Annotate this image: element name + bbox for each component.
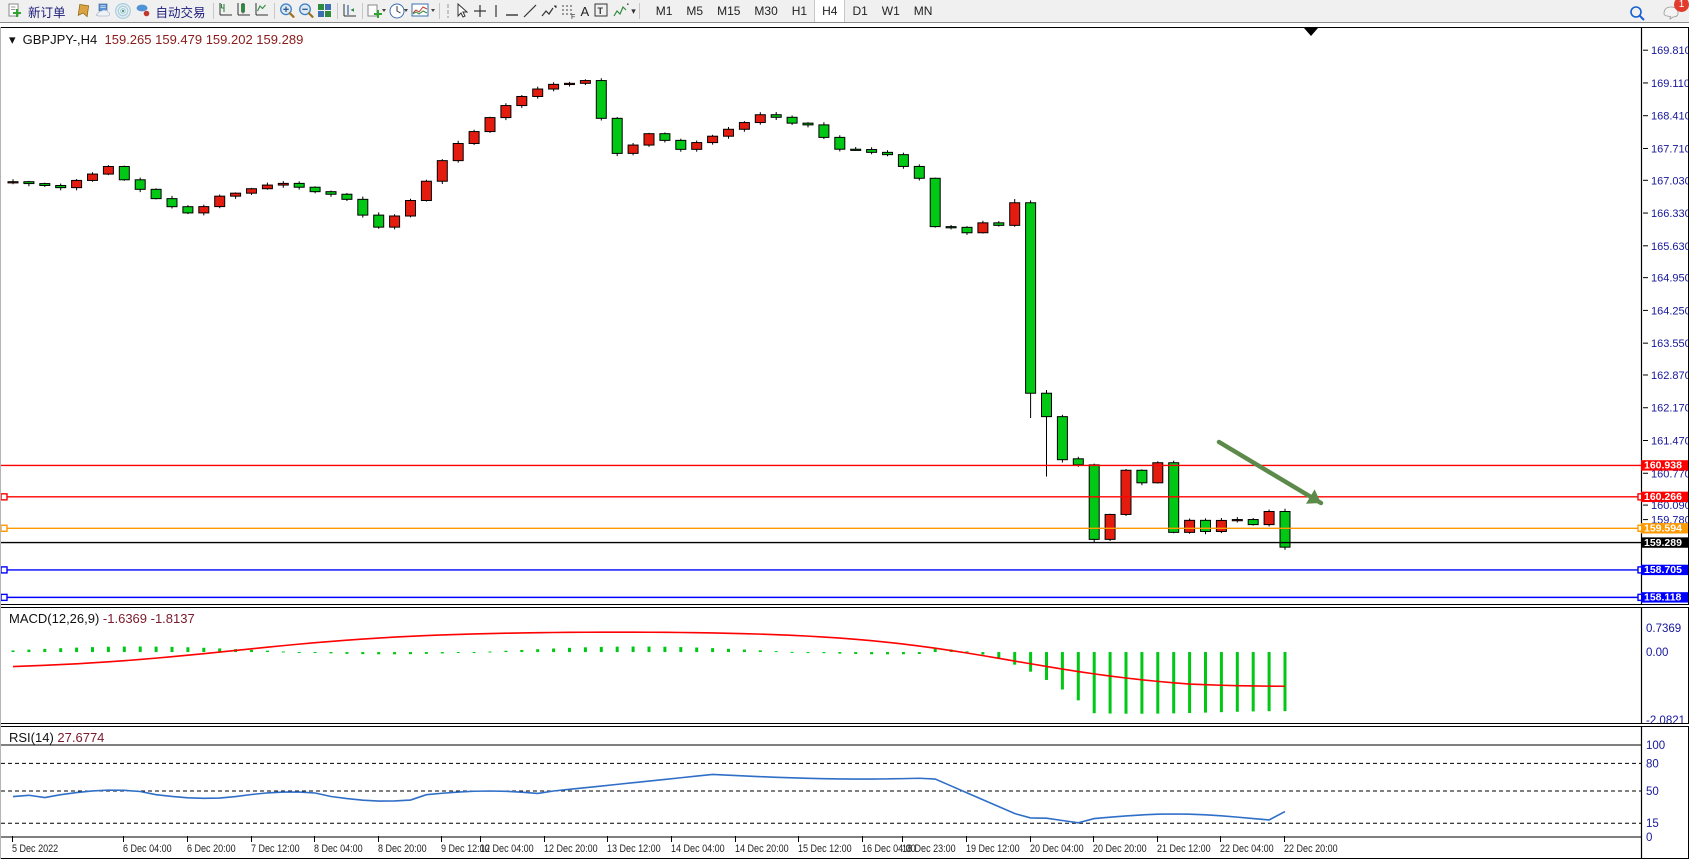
svg-text:164.250: 164.250 <box>1651 305 1689 317</box>
svg-text:0.00: 0.00 <box>1646 647 1668 659</box>
svg-text:169.110: 169.110 <box>1651 78 1689 90</box>
svg-text:165.630: 165.630 <box>1651 241 1689 253</box>
svg-text:167.030: 167.030 <box>1651 175 1689 187</box>
svg-text:169.810: 169.810 <box>1651 45 1689 57</box>
svg-text:0.7369: 0.7369 <box>1646 623 1681 635</box>
svg-text:159.289: 159.289 <box>1644 537 1682 549</box>
svg-text:F: F <box>571 14 575 20</box>
svg-text:161.470: 161.470 <box>1651 436 1689 448</box>
svg-text:167.710: 167.710 <box>1651 143 1689 155</box>
svg-text:166.330: 166.330 <box>1651 208 1689 220</box>
svg-text:80: 80 <box>1646 758 1659 770</box>
svg-text:163.550: 163.550 <box>1651 338 1689 350</box>
svg-text:-2.0821: -2.0821 <box>1646 715 1685 724</box>
svg-text:158.705: 158.705 <box>1644 564 1682 576</box>
svg-text:50: 50 <box>1646 786 1659 798</box>
svg-text:162.870: 162.870 <box>1651 370 1689 382</box>
svg-text:100: 100 <box>1646 740 1665 752</box>
svg-text:160.266: 160.266 <box>1644 491 1682 503</box>
svg-text:158.118: 158.118 <box>1644 592 1682 604</box>
svg-text:164.950: 164.950 <box>1651 273 1689 285</box>
svg-text:160.938: 160.938 <box>1644 460 1682 472</box>
svg-text:T: T <box>598 6 604 16</box>
svg-text:0: 0 <box>1646 832 1652 844</box>
svg-text:162.170: 162.170 <box>1651 403 1689 415</box>
svg-text:15: 15 <box>1646 818 1659 830</box>
svg-text:168.410: 168.410 <box>1651 111 1689 123</box>
svg-text:159.594: 159.594 <box>1644 522 1682 534</box>
